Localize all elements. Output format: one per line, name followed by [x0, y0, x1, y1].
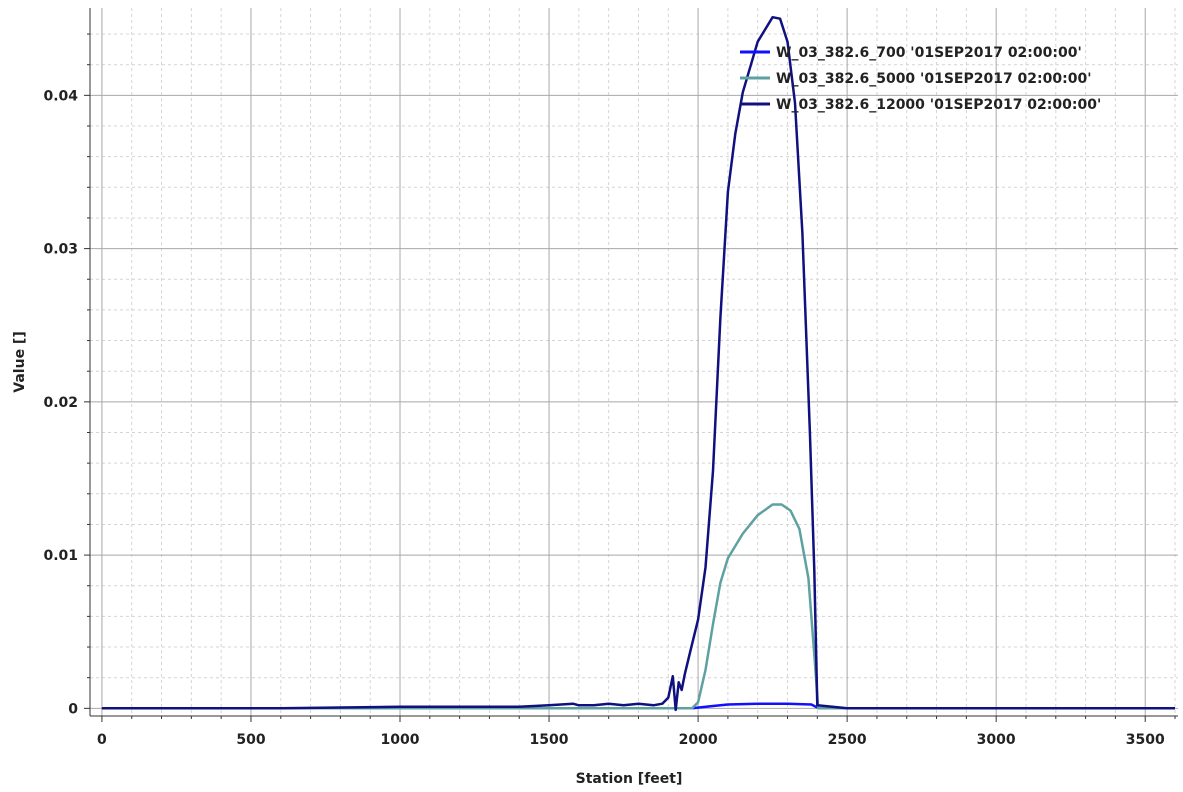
x-tick-label: 3000 — [977, 732, 1016, 748]
x-tick-label: 1000 — [381, 732, 420, 748]
axes — [84, 8, 1178, 722]
y-tick-label: 0 — [68, 701, 78, 717]
grid-lines — [90, 8, 1178, 716]
x-tick-label: 2500 — [828, 732, 867, 748]
tick-labels: 0 500 1000 1500 2000 2500 3000 3500 0 0.01 0.02 0.0… — [43, 88, 1164, 748]
series-line-3 — [101, 15, 1175, 712]
series-layer — [101, 15, 1175, 712]
y-axis-title: Value [] — [12, 331, 28, 392]
legend-item: W_03_382.6_5000 '01SEP2017 02:00:00' — [740, 71, 1092, 87]
legend-label: W_03_382.6_12000 '01SEP2017 02:00:00' — [776, 97, 1101, 113]
x-tick-label: 0 — [97, 732, 107, 748]
x-tick-label: 1500 — [530, 732, 569, 748]
y-tick-label: 0.02 — [43, 395, 78, 411]
plot-background — [90, 8, 1178, 716]
legend-item: W_03_382.6_12000 '01SEP2017 02:00:00' — [740, 97, 1101, 113]
x-axis-title: Station [feet] — [576, 771, 683, 787]
y-tick-label: 0.01 — [43, 548, 78, 564]
legend: W_03_382.6_700 '01SEP2017 02:00:00' W_03_… — [740, 45, 1101, 113]
legend-label: W_03_382.6_700 '01SEP2017 02:00:00' — [776, 45, 1082, 61]
y-tick-label: 0.03 — [43, 242, 78, 258]
plot-area — [90, 8, 1178, 716]
x-tick-label: 3500 — [1126, 732, 1165, 748]
x-tick-label: 2000 — [679, 732, 718, 748]
legend-label: W_03_382.6_5000 '01SEP2017 02:00:00' — [776, 71, 1092, 87]
y-tick-label: 0.04 — [43, 88, 78, 104]
legend-item: W_03_382.6_700 '01SEP2017 02:00:00' — [740, 45, 1082, 61]
x-tick-label: 500 — [236, 732, 265, 748]
